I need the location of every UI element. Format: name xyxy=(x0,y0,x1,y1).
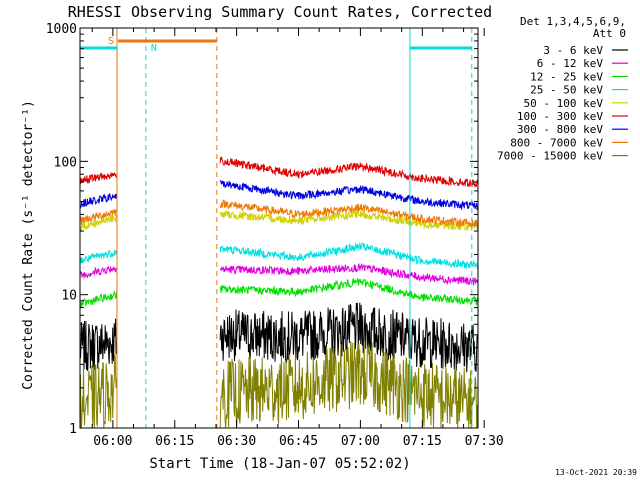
series-12-25-kev xyxy=(79,277,479,308)
series-line xyxy=(79,208,118,226)
series-line xyxy=(79,214,118,231)
legend-header: Det 1,3,4,5,6,9, xyxy=(520,15,626,28)
series-3-6-kev xyxy=(79,302,479,373)
x-tick-label: 06:45 xyxy=(279,434,318,449)
x-tick-label: 06:30 xyxy=(217,434,256,449)
series-line xyxy=(219,155,479,188)
series-line xyxy=(79,318,118,371)
y-axis-label: Corrected Count Rate (s⁻¹ detector⁻¹) xyxy=(21,100,36,390)
x-axis-label: Start Time (18-Jan-07 05:52:02) xyxy=(149,456,410,472)
legend-label: 3 - 6 keV xyxy=(543,44,603,57)
series-7000-15000-kev xyxy=(79,340,479,430)
series-800-7000-kev xyxy=(79,199,479,228)
x-tick-label: 07:00 xyxy=(341,434,380,449)
series-line xyxy=(219,241,479,270)
x-tick-label: 07:30 xyxy=(465,434,504,449)
y-tick-label: 10 xyxy=(61,289,77,304)
series-line xyxy=(79,193,118,209)
night-label: N xyxy=(151,43,157,54)
x-tick-label: 07:15 xyxy=(403,434,442,449)
series-line xyxy=(79,172,117,184)
series-line xyxy=(219,302,479,373)
x-tick-label: 06:00 xyxy=(93,434,132,449)
series-line xyxy=(219,180,479,211)
series-25-50-kev xyxy=(79,241,479,270)
legend-label: 100 - 300 keV xyxy=(517,110,603,123)
series-line xyxy=(79,289,118,308)
y-tick-label: 1000 xyxy=(46,22,77,37)
plot-area: SN xyxy=(79,28,479,430)
saa-label: S xyxy=(108,36,114,47)
chart-title: RHESSI Observing Summary Count Rates, Co… xyxy=(68,3,492,21)
series-line xyxy=(219,199,479,228)
x-tick-label: 06:15 xyxy=(155,434,194,449)
axes: 1 10 100 1000 06:00 06:15 06:30 06:45 07:00 07:15… xyxy=(46,22,504,449)
legend-label: 800 - 7000 keV xyxy=(510,136,603,149)
series-100-300-kev xyxy=(79,155,479,188)
y-tick-label: 1 xyxy=(69,422,77,437)
legend-label: 7000 - 15000 keV xyxy=(497,150,603,163)
legend-label: 50 - 100 keV xyxy=(524,97,604,110)
legend-attenuator: Att 0 xyxy=(593,27,626,40)
series-line xyxy=(79,354,118,429)
y-tick-label: 100 xyxy=(54,155,77,170)
series-line xyxy=(219,277,479,307)
plot-frame xyxy=(79,27,479,429)
series-6-12-kev xyxy=(79,263,479,286)
legend-label: 12 - 25 keV xyxy=(530,70,603,83)
series-line xyxy=(219,263,479,286)
series-line xyxy=(219,340,479,430)
legend-label: 6 - 12 keV xyxy=(537,57,604,70)
legend-label: 25 - 50 keV xyxy=(530,84,603,97)
series-line xyxy=(79,265,118,279)
series-300-800-kev xyxy=(79,180,479,211)
footer-date: 13-Oct-2021 20:39 xyxy=(555,468,637,477)
series-line xyxy=(79,249,118,264)
legend-label: 300 - 800 keV xyxy=(517,123,603,136)
series-line xyxy=(219,209,479,231)
series-50-100-kev xyxy=(79,209,479,231)
